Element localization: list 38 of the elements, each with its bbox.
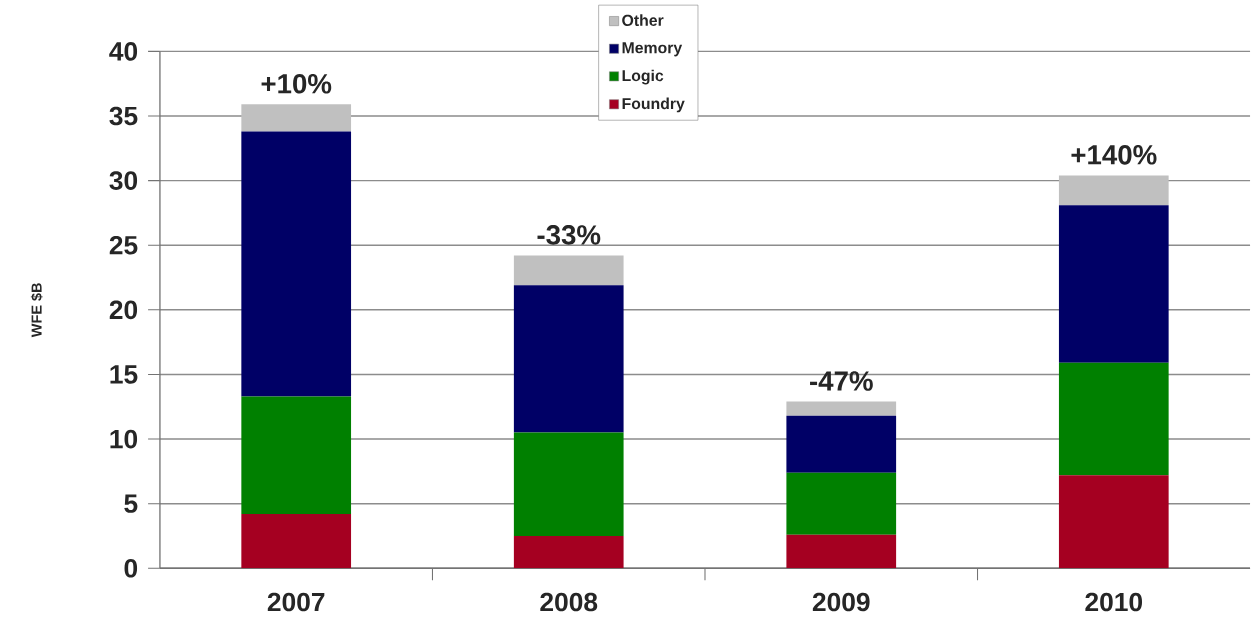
bar bbox=[1058, 175, 1169, 206]
bar bbox=[1058, 205, 1169, 363]
bar bbox=[513, 285, 624, 433]
y-tick-label: 20 bbox=[109, 300, 138, 320]
bar bbox=[241, 514, 352, 569]
legend-label: Memory bbox=[622, 42, 683, 57]
y-axis-title: WFE $B bbox=[30, 283, 43, 338]
bar bbox=[513, 536, 624, 569]
y-tick-label: 5 bbox=[124, 494, 138, 514]
y-tick-label: 10 bbox=[110, 429, 138, 449]
bar bbox=[786, 415, 897, 473]
bar bbox=[241, 396, 352, 515]
y-tick-label: 30 bbox=[109, 171, 138, 191]
bar bbox=[513, 432, 624, 537]
x-tick-label: 2010 bbox=[1085, 592, 1143, 612]
annotation: -33% bbox=[537, 225, 601, 245]
bar bbox=[1058, 475, 1169, 569]
x-tick-label: 2007 bbox=[267, 592, 325, 612]
y-tick-label: 0 bbox=[124, 559, 138, 578]
x-tick-label: 2009 bbox=[812, 592, 870, 612]
bar bbox=[786, 534, 897, 569]
legend-label: Foundry bbox=[622, 97, 685, 113]
bar bbox=[513, 255, 624, 286]
bar bbox=[241, 104, 352, 132]
annotation: +10% bbox=[261, 74, 332, 94]
bar bbox=[786, 472, 897, 535]
bar bbox=[1058, 363, 1169, 476]
y-tick-label: 40 bbox=[109, 42, 138, 61]
annotation: +140% bbox=[1071, 145, 1157, 165]
legend-label: Other bbox=[622, 14, 664, 27]
y-tick-label: 25 bbox=[109, 236, 138, 255]
legend-label: Logic bbox=[622, 69, 664, 85]
x-tick-label: 2008 bbox=[540, 592, 598, 612]
annotation: -47% bbox=[810, 371, 873, 391]
bar bbox=[786, 401, 897, 416]
y-tick-label: 35 bbox=[109, 106, 138, 126]
y-tick-label: 15 bbox=[110, 365, 138, 384]
bar bbox=[241, 131, 352, 397]
